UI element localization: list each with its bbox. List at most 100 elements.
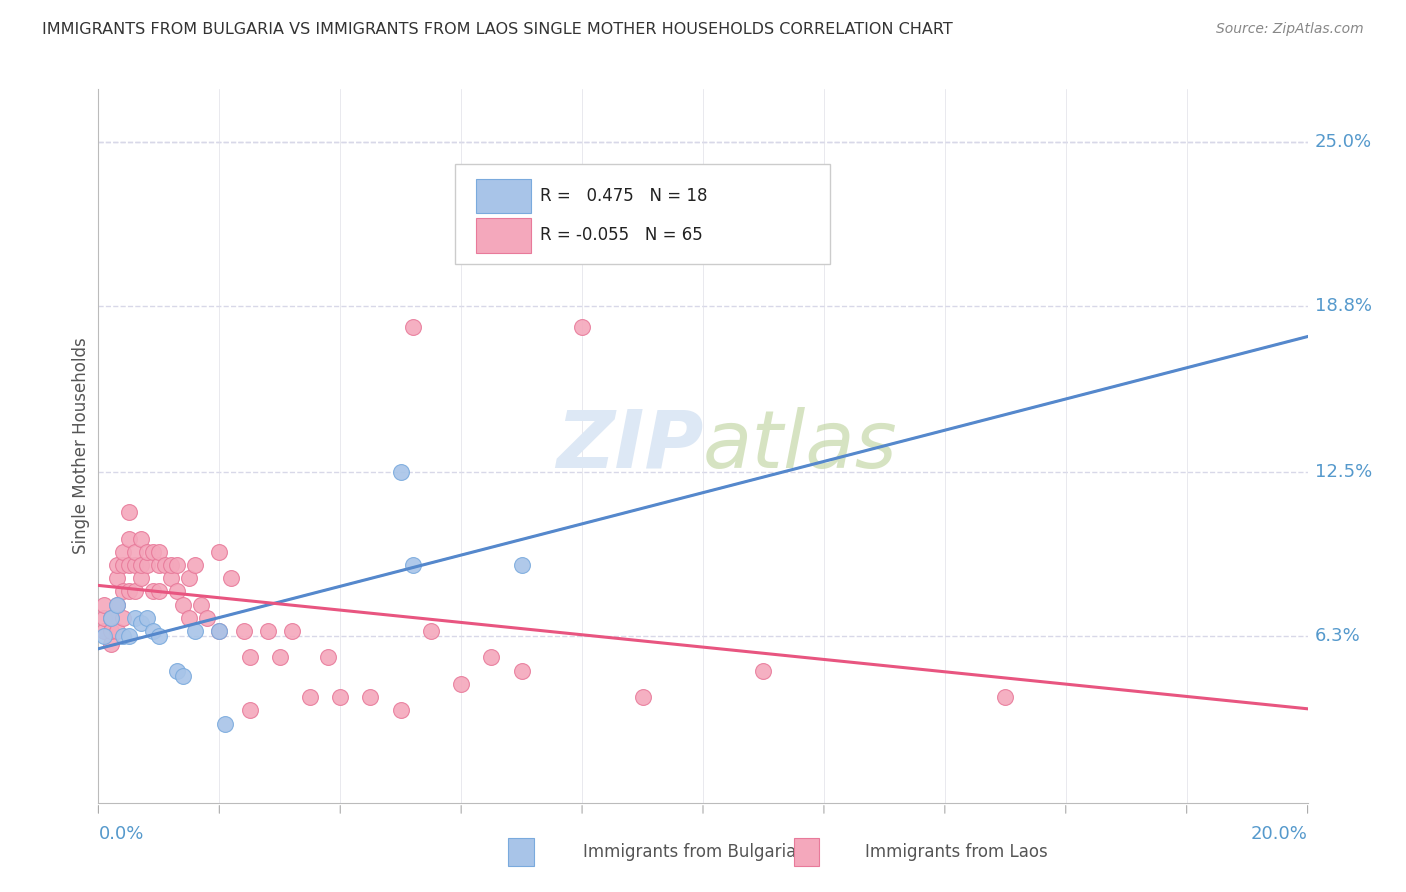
Point bbox=[118, 558, 141, 572]
Point bbox=[402, 320, 425, 334]
Point bbox=[129, 558, 152, 572]
Point bbox=[105, 598, 128, 612]
Point bbox=[172, 598, 194, 612]
Point bbox=[129, 571, 152, 585]
Point bbox=[93, 629, 115, 643]
Point bbox=[184, 624, 207, 638]
Point bbox=[105, 624, 128, 638]
Point bbox=[129, 532, 152, 546]
Point bbox=[124, 584, 146, 599]
Point bbox=[100, 611, 122, 625]
Point bbox=[148, 584, 170, 599]
Point bbox=[450, 677, 472, 691]
Text: 20.0%: 20.0% bbox=[1251, 825, 1308, 843]
Point bbox=[111, 611, 134, 625]
Point bbox=[195, 611, 218, 625]
Point bbox=[329, 690, 352, 704]
Point bbox=[148, 558, 170, 572]
Point bbox=[100, 611, 122, 625]
Text: 0.0%: 0.0% bbox=[98, 825, 143, 843]
Point bbox=[360, 690, 382, 704]
Point bbox=[631, 690, 654, 704]
Point bbox=[111, 558, 134, 572]
Point bbox=[269, 650, 291, 665]
Point bbox=[419, 624, 441, 638]
Point bbox=[142, 584, 165, 599]
Point bbox=[111, 584, 134, 599]
Point bbox=[208, 624, 231, 638]
Point bbox=[142, 545, 165, 559]
Point bbox=[166, 664, 188, 678]
Point bbox=[105, 571, 128, 585]
Point bbox=[118, 629, 141, 643]
Point bbox=[129, 616, 152, 631]
Text: atlas: atlas bbox=[703, 407, 898, 485]
Point bbox=[184, 558, 207, 572]
Point bbox=[389, 466, 412, 480]
Point bbox=[190, 598, 212, 612]
Point bbox=[124, 545, 146, 559]
Point bbox=[239, 703, 262, 717]
Point bbox=[172, 669, 194, 683]
Text: Immigrants from Laos: Immigrants from Laos bbox=[865, 843, 1047, 861]
Text: 25.0%: 25.0% bbox=[1315, 133, 1372, 151]
Point bbox=[148, 629, 170, 643]
Y-axis label: Single Mother Households: Single Mother Households bbox=[72, 338, 90, 554]
Point bbox=[402, 558, 425, 572]
Point bbox=[135, 558, 157, 572]
Point bbox=[177, 571, 201, 585]
Point bbox=[221, 571, 243, 585]
Point bbox=[118, 505, 141, 519]
Point bbox=[153, 558, 176, 572]
Text: 6.3%: 6.3% bbox=[1315, 627, 1361, 645]
Point bbox=[93, 598, 115, 612]
Point bbox=[752, 664, 775, 678]
Point bbox=[166, 558, 188, 572]
FancyBboxPatch shape bbox=[456, 164, 830, 264]
Point bbox=[111, 545, 134, 559]
Text: IMMIGRANTS FROM BULGARIA VS IMMIGRANTS FROM LAOS SINGLE MOTHER HOUSEHOLDS CORREL: IMMIGRANTS FROM BULGARIA VS IMMIGRANTS F… bbox=[42, 22, 953, 37]
Point bbox=[105, 598, 128, 612]
Point bbox=[142, 624, 165, 638]
Text: R =   0.475   N = 18: R = 0.475 N = 18 bbox=[540, 187, 707, 205]
Point bbox=[166, 584, 188, 599]
Point bbox=[105, 558, 128, 572]
Text: Source: ZipAtlas.com: Source: ZipAtlas.com bbox=[1216, 22, 1364, 37]
Point bbox=[135, 611, 157, 625]
Point bbox=[135, 545, 157, 559]
Point bbox=[316, 650, 339, 665]
Point bbox=[124, 611, 146, 625]
Point bbox=[160, 571, 183, 585]
Point bbox=[510, 664, 533, 678]
Point bbox=[281, 624, 304, 638]
Point bbox=[118, 584, 141, 599]
Point bbox=[148, 545, 170, 559]
Point bbox=[239, 650, 262, 665]
Point bbox=[481, 650, 503, 665]
Point bbox=[124, 558, 146, 572]
Point bbox=[118, 532, 141, 546]
Point bbox=[208, 545, 231, 559]
Point bbox=[510, 558, 533, 572]
Point bbox=[232, 624, 254, 638]
Text: R = -0.055   N = 65: R = -0.055 N = 65 bbox=[540, 227, 703, 244]
Text: 18.8%: 18.8% bbox=[1315, 297, 1372, 315]
Text: ZIP: ZIP bbox=[555, 407, 703, 485]
Text: Immigrants from Bulgaria: Immigrants from Bulgaria bbox=[583, 843, 797, 861]
Point bbox=[214, 716, 236, 731]
Point bbox=[160, 558, 183, 572]
Point bbox=[100, 624, 122, 638]
Point bbox=[389, 703, 412, 717]
Point bbox=[100, 637, 122, 651]
Point bbox=[299, 690, 322, 704]
Point bbox=[994, 690, 1017, 704]
FancyBboxPatch shape bbox=[475, 219, 531, 252]
Point bbox=[571, 320, 593, 334]
Point bbox=[177, 611, 201, 625]
Point bbox=[111, 629, 134, 643]
Point bbox=[93, 611, 115, 625]
FancyBboxPatch shape bbox=[475, 179, 531, 213]
Point bbox=[93, 624, 115, 638]
Point bbox=[208, 624, 231, 638]
Point bbox=[256, 624, 278, 638]
